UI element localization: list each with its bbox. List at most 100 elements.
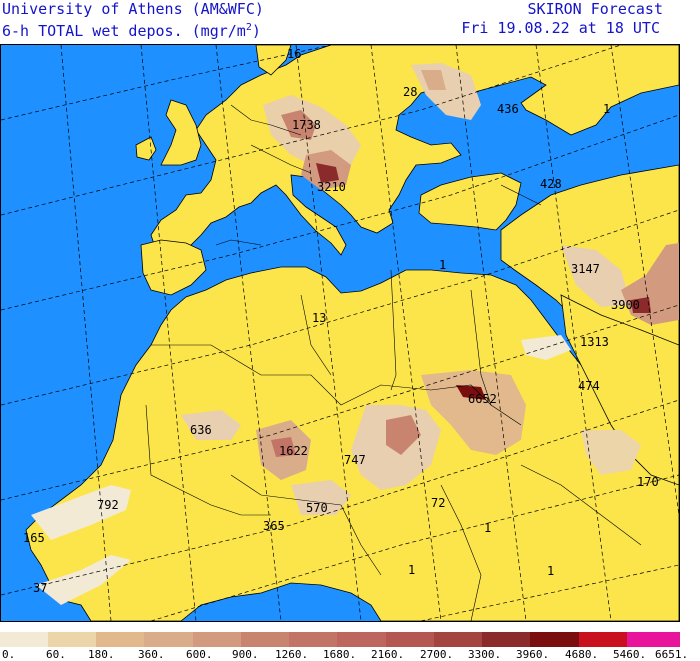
- legend-tick: 60.: [46, 648, 66, 661]
- legend-swatch: [386, 632, 434, 647]
- legend-tick: 180.: [88, 648, 115, 661]
- value-label: 1738: [292, 118, 321, 132]
- value-label: 37: [33, 581, 47, 595]
- value-label: 13: [312, 311, 326, 325]
- border-line: [230, 104, 302, 136]
- value-label: 3900: [611, 298, 640, 312]
- forecast-map: 16 28 436 1 1738 3210 428 3147 1 3900 13…: [0, 44, 680, 622]
- value-label: 428: [540, 177, 562, 191]
- meridian-line: [370, 45, 442, 621]
- deposition-area: [521, 335, 571, 360]
- legend-tick: 2700.: [420, 648, 454, 661]
- parallel-line: [1, 114, 679, 311]
- legend-swatch: [144, 632, 193, 647]
- value-label: 170: [637, 475, 659, 489]
- value-label: 1313: [580, 335, 609, 349]
- legend-tick: 5460.: [613, 648, 647, 661]
- legend-tick: 600.: [186, 648, 213, 661]
- value-label: 1: [439, 258, 446, 272]
- legend-swatch: [482, 632, 530, 647]
- meridian-line: [610, 45, 679, 516]
- parallel-line: [1, 399, 679, 596]
- field-title-end: ): [251, 22, 261, 40]
- deposition-area: [456, 385, 486, 400]
- landmass-scandinavia: [255, 45, 292, 76]
- deposition-area: [581, 430, 641, 475]
- legend-swatch: [434, 632, 482, 647]
- border-line: [440, 484, 482, 621]
- value-label: 365: [263, 519, 285, 533]
- landmass-iberia: [140, 239, 207, 296]
- value-label: 6652: [468, 392, 497, 406]
- legend-swatch: [627, 632, 680, 647]
- border-line: [215, 239, 262, 246]
- border-line: [470, 289, 522, 426]
- border-line: [340, 504, 382, 576]
- land-areas: [25, 45, 679, 621]
- unit-exponent: 2: [245, 22, 252, 33]
- deposition-area: [271, 437, 296, 457]
- parallel-line: [1, 209, 679, 406]
- parallel-line: [150, 474, 679, 621]
- value-label: 1: [484, 521, 491, 535]
- deposition-area: [386, 415, 421, 455]
- meridian-line: [215, 45, 282, 621]
- value-label: 1: [408, 563, 415, 577]
- value-label: 28: [403, 85, 417, 99]
- field-title: 6-h TOTAL wet depos. (mgr/m2): [2, 19, 261, 40]
- border-line: [230, 474, 342, 506]
- value-label: 636: [190, 423, 212, 437]
- map-canvas: 16 28 436 1 1738 3210 428 3147 1 3900 13…: [1, 45, 679, 621]
- value-label: 3210: [317, 180, 346, 194]
- deposition-area: [281, 110, 316, 140]
- border-line: [300, 294, 332, 376]
- legend-tick: 3960.: [516, 648, 550, 661]
- legend-tick: 360.: [138, 648, 165, 661]
- legend-swatch: [241, 632, 289, 647]
- parallel-line: [420, 564, 679, 621]
- legend-swatch: [579, 632, 627, 647]
- deposition-area: [561, 245, 631, 307]
- value-label: 1: [603, 102, 610, 116]
- deposition-area: [631, 297, 651, 313]
- legend-swatch: [48, 632, 96, 647]
- deposition-area: [181, 410, 241, 440]
- legend-tick: 0.: [2, 648, 16, 661]
- legend-swatch: [0, 632, 48, 647]
- field-title-text: 6-h TOTAL wet depos. (mgr/m: [2, 22, 246, 40]
- meridian-line: [455, 45, 527, 621]
- value-label: 16: [287, 47, 301, 61]
- valid-time: Fri 19.08.22 at 18 UTC: [461, 19, 660, 37]
- value-label: 747: [344, 453, 366, 467]
- deposition-area: [31, 485, 131, 540]
- value-label: 1622: [279, 444, 308, 458]
- border-line: [145, 404, 271, 516]
- legend-tick: 1260.: [275, 648, 309, 661]
- value-label: 570: [306, 501, 328, 515]
- legend-swatch: [337, 632, 386, 647]
- value-labels: 16 28 436 1 1738 3210 428 3147 1 3900 13…: [23, 47, 659, 595]
- graticule: [1, 45, 679, 621]
- border-line: [390, 269, 397, 391]
- legend-tick: 6651.: [655, 648, 689, 661]
- meridian-line: [60, 45, 112, 621]
- legend-tick: 1680.: [323, 648, 357, 661]
- meridian-line: [295, 45, 362, 621]
- country-borders: [145, 104, 642, 621]
- institution-title: University of Athens (AM&WFC): [2, 0, 264, 18]
- value-label: 474: [578, 379, 600, 393]
- border-line: [151, 344, 492, 406]
- legend-swatch: [96, 632, 144, 647]
- meridian-line: [140, 45, 197, 621]
- legend-tick: 3300.: [468, 648, 502, 661]
- meridian-line: [535, 45, 612, 621]
- model-name: SKIRON Forecast: [527, 0, 663, 18]
- legend-swatch: [530, 632, 579, 647]
- value-label: 792: [97, 498, 119, 512]
- deposition-area: [316, 163, 339, 183]
- landmass-anatolia: [418, 172, 522, 231]
- color-legend: 0. 60. 180. 360. 600. 900. 1260. 1680. 2…: [0, 632, 700, 661]
- value-label: 72: [431, 496, 445, 510]
- deposition-shading: [31, 63, 679, 605]
- deposition-area: [36, 555, 131, 605]
